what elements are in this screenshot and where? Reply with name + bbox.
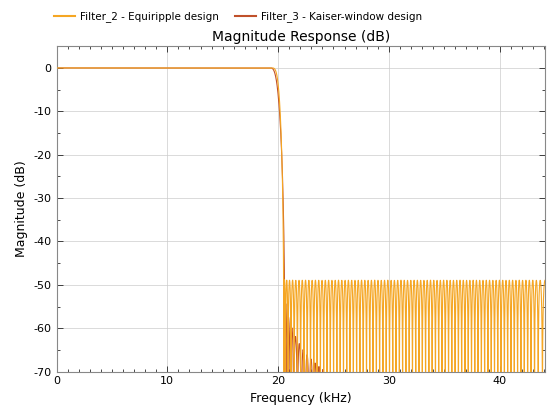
Title: Magnitude Response (dB): Magnitude Response (dB) [212, 30, 390, 44]
Legend: Filter_2 - Equiripple design, Filter_3 - Kaiser-window design: Filter_2 - Equiripple design, Filter_3 -… [50, 7, 426, 26]
X-axis label: Frequency (kHz): Frequency (kHz) [250, 392, 352, 405]
Y-axis label: Magnitude (dB): Magnitude (dB) [15, 160, 28, 257]
